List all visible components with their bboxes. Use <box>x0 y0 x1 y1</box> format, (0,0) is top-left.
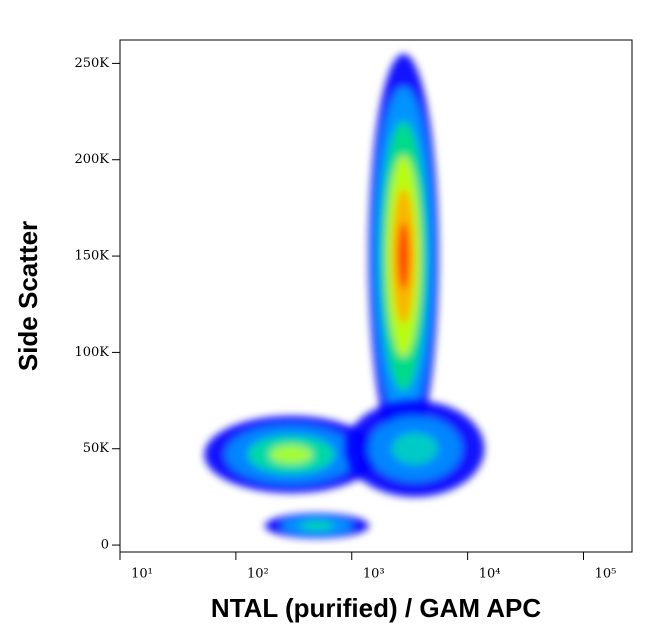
y-tick-label: 150K <box>74 249 109 264</box>
population <box>264 513 370 539</box>
density-level <box>269 444 313 465</box>
x-tick-label: 10¹ <box>131 567 153 582</box>
x-axis-title: NTAL (purified) / GAM APC <box>211 593 541 623</box>
y-tick-label: 50K <box>83 441 110 456</box>
x-tick-label: 10³ <box>363 567 385 582</box>
population <box>204 415 379 494</box>
density-level <box>397 222 410 290</box>
density-level <box>391 432 438 465</box>
y-tick-label: 100K <box>74 345 109 360</box>
x-tick-label: 10⁴ <box>479 567 501 582</box>
y-tick-label: 200K <box>74 152 109 167</box>
y-tick-label: 0 <box>101 538 109 553</box>
x-tick-label: 10⁵ <box>595 567 617 582</box>
plot-frame <box>119 39 633 553</box>
density-level <box>299 521 335 530</box>
population <box>368 53 439 459</box>
population <box>345 400 485 497</box>
plot-area <box>204 53 485 539</box>
y-tick-label: 250K <box>74 56 109 71</box>
x-tick-label: 10² <box>247 567 269 582</box>
y-axis-title: Side Scatter <box>13 221 43 371</box>
